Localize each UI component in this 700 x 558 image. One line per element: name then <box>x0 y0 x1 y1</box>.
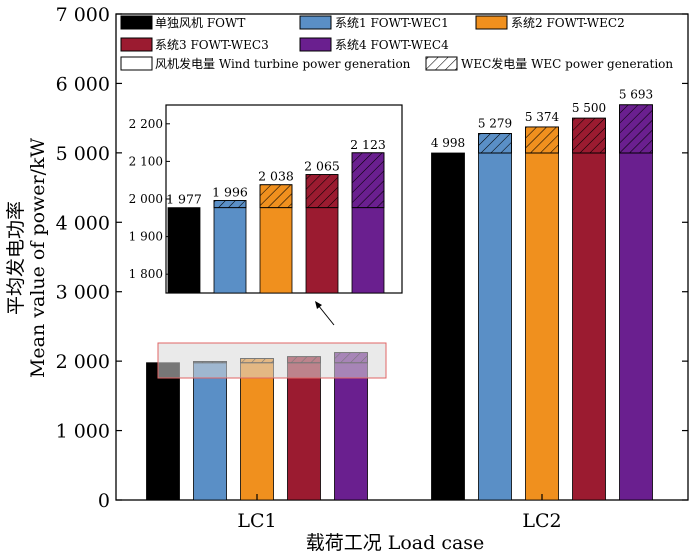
x-tick-label: LC1 <box>237 510 276 532</box>
y-tick-label: 5 000 <box>56 143 110 165</box>
zoom-arrow <box>315 301 335 326</box>
plot-frame <box>115 13 689 501</box>
bar-wind-power <box>619 152 653 501</box>
inset-bar-total-label: 2 038 <box>258 169 294 184</box>
legend-label-wind-power: 风机发电量 Wind turbine power generation <box>155 56 411 71</box>
y-tick-label: 2 000 <box>56 351 110 373</box>
bar-wind-power <box>572 152 606 501</box>
x-axis-label: 载荷工况 Load case <box>306 532 485 554</box>
inset-bar-wind-power <box>259 207 293 294</box>
inset-bar-wind-power <box>213 207 247 294</box>
bar-wec-hatch <box>525 126 559 154</box>
inset-bar-wec-hatch <box>213 200 247 209</box>
bar-wind-power <box>287 362 321 501</box>
bar-wind-power <box>146 362 180 501</box>
bar-total-label: 5 279 <box>478 116 512 130</box>
inset-y-tick-label: 2 000 <box>129 192 163 206</box>
legend-swatch-wec3 <box>120 37 153 52</box>
bar-total-label: 4 998 <box>431 136 465 150</box>
legend-label-wec-power: WEC发电量 WEC power generation <box>461 56 673 71</box>
legend-swatch-wec1 <box>299 15 332 30</box>
legend-swatch-wec2 <box>475 15 508 30</box>
inset-y-tick-label: 2 100 <box>129 154 163 168</box>
legend-swatch-wind-power <box>120 56 153 71</box>
inset-y-tick-label: 2 200 <box>129 117 163 131</box>
legend-label-wec3: 系统3 FOWT-WEC3 <box>155 38 269 52</box>
inset-bar-wec-hatch <box>305 174 339 209</box>
bar-wind-power <box>193 362 227 501</box>
legend-label-wec1: 系统1 FOWT-WEC1 <box>335 16 449 30</box>
bar-wind-power <box>431 152 465 501</box>
inset-bar-total-label: 2 065 <box>304 159 340 174</box>
bar-wind-power <box>478 152 512 501</box>
x-tick-label: LC2 <box>522 510 561 532</box>
bar-total-label: 5 374 <box>525 110 560 124</box>
bar-total-label: 5 500 <box>572 101 606 115</box>
y-tick-label: 4 000 <box>56 212 110 234</box>
zoom-highlight-box <box>157 342 387 379</box>
inset-bar-wind-power <box>167 207 201 294</box>
legend-label-wec4: 系统4 FOWT-WEC4 <box>335 38 449 52</box>
y-tick-label: 1 000 <box>56 421 110 443</box>
legend-swatch-fowt <box>120 15 153 30</box>
y-tick-label: 7 000 <box>56 4 110 26</box>
y-tick-label: 3 000 <box>56 282 110 304</box>
inset-bar-total-label: 1 977 <box>166 192 202 207</box>
y-axis-label: 平均发电功率 Mean value of power/kW <box>5 137 49 378</box>
bar-wec-hatch <box>572 117 606 154</box>
inset-bar-total-label: 2 123 <box>350 137 386 152</box>
bar-wec-hatch <box>619 104 653 154</box>
legend-swatch-wec-power <box>425 56 458 71</box>
inset-y-tick-label: 1 800 <box>129 267 163 281</box>
legend-label-fowt: 单独风机 FOWT <box>155 16 245 30</box>
legend-swatch-wec4 <box>299 37 332 52</box>
y-tick-label: 0 <box>98 490 110 512</box>
bar-wind-power <box>525 152 559 501</box>
y-axis-label-en: Mean value of power/kW <box>27 137 49 378</box>
bar-wec-hatch <box>478 133 512 154</box>
inset-y-tick-label: 1 900 <box>129 230 163 244</box>
inset-bar-wind-power <box>305 207 339 294</box>
y-tick-label: 6 000 <box>56 73 110 95</box>
bar-wind-power <box>240 362 274 501</box>
inset-bar-wind-power <box>351 207 385 294</box>
legend-label-wec2: 系统2 FOWT-WEC2 <box>511 16 625 30</box>
inset-bar-total-label: 1 996 <box>212 185 248 200</box>
bar-wind-power <box>334 362 368 501</box>
y-axis-label-cn: 平均发电功率 <box>5 201 27 315</box>
legend: 单独风机 FOWT 系统1 FOWT-WEC1 系统2 FOWT-WEC2 系统… <box>120 15 673 71</box>
inset-bar-wec-hatch <box>351 152 385 209</box>
bar-total-label: 5 693 <box>619 88 653 102</box>
inset-bar-wec-hatch <box>259 184 293 209</box>
